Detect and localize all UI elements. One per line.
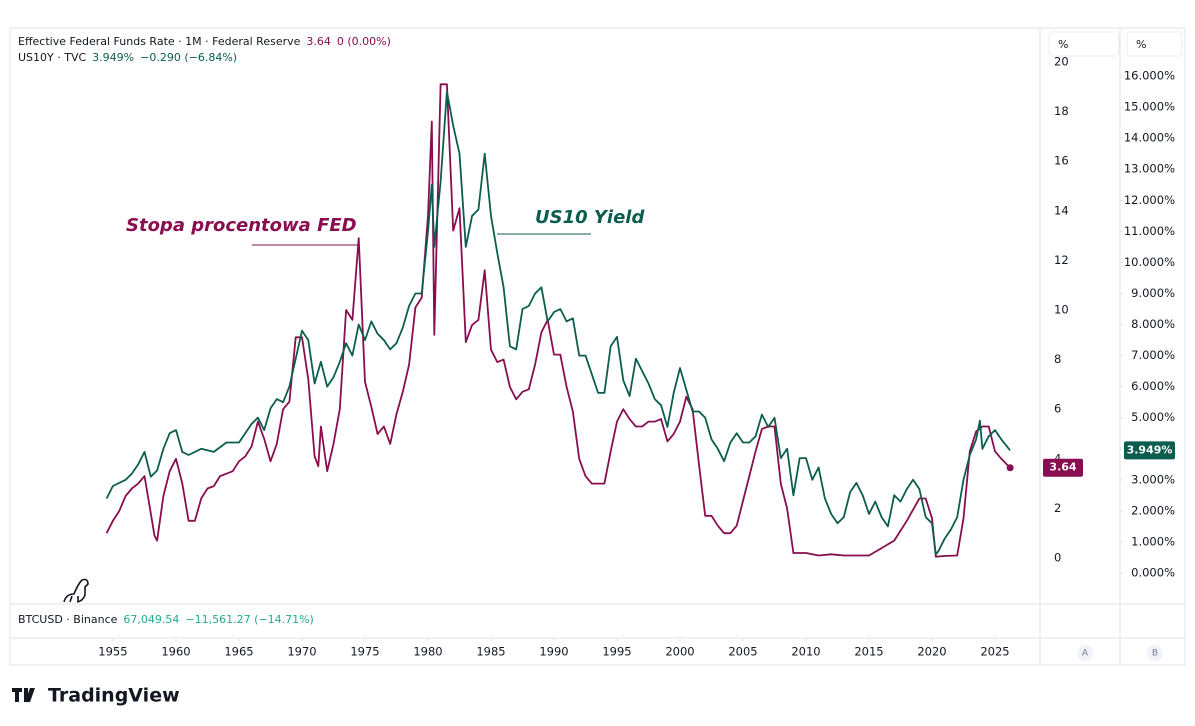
footer-last: 67,049.54 (123, 613, 179, 626)
y-tick-label: 0 (1054, 550, 1061, 564)
y2-tick-label: 16.000% (1124, 69, 1175, 83)
y2-unit: % (1136, 38, 1146, 51)
brand-name: TradingView (48, 685, 180, 707)
scale-button-label: A (1082, 649, 1089, 659)
y-tick-label: 10 (1054, 302, 1069, 316)
y-tick-label: 20 (1054, 54, 1069, 68)
x-tick-label: 1955 (98, 645, 127, 659)
y2-tick-label: 3.000% (1131, 472, 1175, 486)
footer-name: BTCUSD · Binance (18, 613, 118, 626)
y2-tick-label: 5.000% (1131, 410, 1175, 424)
x-tick-label: 2000 (665, 645, 694, 659)
y2-tick-label: 9.000% (1131, 286, 1175, 300)
x-tick-label: 1985 (476, 645, 505, 659)
y2-tick-label: 12.000% (1124, 193, 1175, 207)
price-tag (1124, 441, 1175, 460)
unit-box[interactable] (1048, 31, 1120, 57)
brand-icon (12, 688, 35, 702)
x-tick-label: 2015 (854, 645, 883, 659)
y-tick-label: 16 (1054, 154, 1069, 168)
legend-entry[interactable]: US10Y · TVC 3.949% −0.290 (−6.84%) (18, 51, 237, 64)
x-tick-label: 1975 (350, 645, 379, 659)
footer-legend: BTCUSD · Binance 67,049.54 −11,561.27 (−14… (18, 613, 314, 626)
annotation: Stopa procentowa FED (126, 215, 357, 236)
y-unit: % (1058, 38, 1068, 51)
y-tick-label: 8 (1054, 352, 1061, 366)
x-tick-label: 1990 (539, 645, 568, 659)
y-tick-label: 2 (1054, 501, 1061, 515)
legend-entry[interactable]: Effective Federal Funds Rate · 1M · Fede… (18, 35, 391, 48)
annotation: US10 Yield (535, 207, 645, 228)
y2-tick-label: 11.000% (1124, 224, 1175, 238)
last-point (1006, 464, 1014, 472)
y2-tick-label: 13.000% (1124, 162, 1175, 176)
y2-tick-label: 14.000% (1124, 131, 1175, 145)
y2-tick-label: 8.000% (1131, 317, 1175, 331)
legend-part: Effective Federal Funds Rate · 1M · Fede… (18, 35, 301, 48)
unit-box[interactable] (1126, 31, 1183, 57)
y-tick-label: 18 (1054, 104, 1069, 118)
y-tick-label: 14 (1054, 203, 1069, 217)
x-tick-label: 2025 (980, 645, 1009, 659)
chart-frame (9, 27, 1186, 666)
y-tick-label: 4 (1054, 451, 1061, 465)
y2-tick-label: 1.000% (1131, 534, 1175, 548)
y2-tick-label: 0.000% (1131, 565, 1175, 579)
scale-button[interactable] (1077, 645, 1093, 661)
legend-text: Effective Federal Funds Rate · 1M · Fede… (18, 35, 391, 48)
legend-part: −0.290 (−6.84%) (140, 51, 237, 64)
x-tick-label: 1960 (161, 645, 190, 659)
price-tag (1043, 458, 1083, 477)
x-tick-label: 1995 (602, 645, 631, 659)
x-tick-label: 1965 (224, 645, 253, 659)
scale-button[interactable] (1147, 645, 1163, 661)
x-tick-label: 2010 (791, 645, 820, 659)
series-line (105, 83, 1011, 558)
x-tick-label: 1970 (287, 645, 316, 659)
legend-part: US10Y · TVC (18, 51, 86, 64)
y2-tick-label: 15.000% (1124, 100, 1175, 114)
y2-tick-label: 2.000% (1131, 503, 1175, 517)
x-tick-label: 1980 (413, 645, 442, 659)
y-tick-label: 12 (1054, 253, 1069, 267)
y2-tick-label: 6.000% (1131, 379, 1175, 393)
legend-part: 3.949% (92, 51, 134, 64)
legend-part: 0 (0.00%) (337, 35, 391, 48)
series-line (105, 90, 1011, 556)
brand: TradingView (12, 685, 180, 707)
y2-tick-label: 10.000% (1124, 255, 1175, 269)
footer-change: −11,561.27 (−14.71%) (185, 613, 313, 626)
x-tick-label: 2005 (728, 645, 757, 659)
y-tick-label: 6 (1054, 402, 1061, 416)
logo-icon (63, 578, 89, 603)
x-tick-label: 2020 (917, 645, 946, 659)
price-tag-label: 3.949% (1127, 443, 1173, 456)
scale-button-label: B (1152, 649, 1158, 659)
legend-part: 3.64 (306, 35, 331, 48)
legend-text: US10Y · TVC 3.949% −0.290 (−6.84%) (18, 51, 237, 64)
y2-tick-label: 7.000% (1131, 348, 1175, 362)
price-tag-label: 3.64 (1049, 461, 1076, 474)
